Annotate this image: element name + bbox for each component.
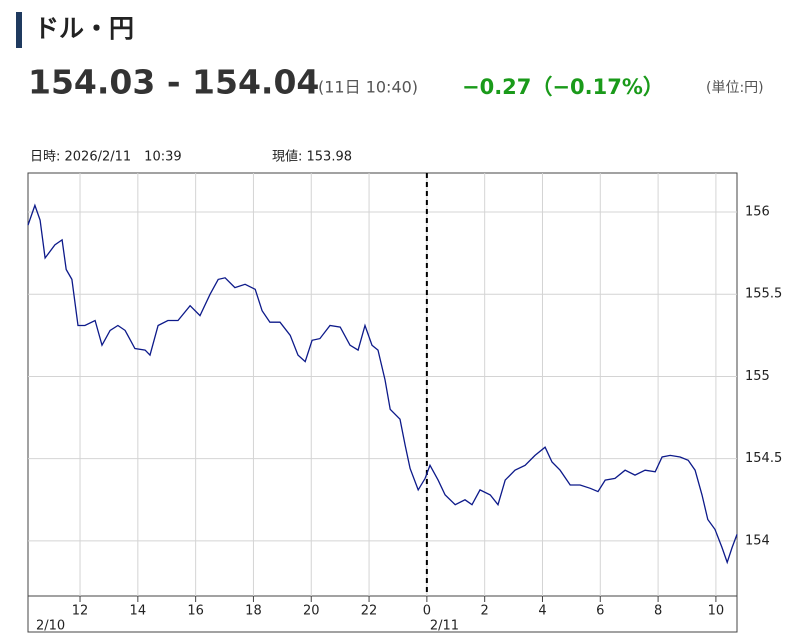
x-tick-label: 20 — [303, 604, 320, 619]
frame — [27, 172, 738, 633]
info-value: 現値: 153.98 — [272, 149, 352, 165]
x-tick-label: 12 — [72, 604, 89, 619]
time: (11日 10:40) — [318, 78, 418, 97]
x-tick-label: 8 — [654, 604, 662, 619]
price: 154.03 - 154.04 — [28, 63, 319, 102]
x-tick-label: 10 — [708, 604, 725, 619]
y-tick-label: 154 — [745, 533, 770, 548]
y-tick-label: 155.5 — [745, 287, 782, 302]
info-time: 日時: 2026/2/11 10:39 — [30, 150, 182, 165]
x-tick-label: 22 — [361, 604, 378, 619]
unit: (単位:円) — [706, 80, 764, 96]
x-tick-label: 4 — [538, 604, 546, 619]
title: ドル・円 — [34, 14, 134, 43]
y-tick-label: 155 — [745, 369, 770, 384]
x-tick-label: 16 — [187, 604, 204, 619]
price-line — [27, 203, 738, 565]
x-tick-label: 6 — [596, 604, 604, 619]
change: −0.27（−0.17%） — [462, 75, 664, 99]
y-tick-label: 154.5 — [745, 451, 782, 466]
title-bar — [16, 12, 22, 48]
x-tick-label: 0 — [423, 604, 431, 619]
x-tick-label: 18 — [245, 604, 262, 619]
x-tick-label: 14 — [130, 604, 147, 619]
y-tick-label: 156 — [745, 204, 770, 219]
date-label: 2/11 — [430, 619, 459, 634]
x-tick-label: 2 — [481, 604, 489, 619]
date-label: 2/10 — [36, 619, 65, 634]
